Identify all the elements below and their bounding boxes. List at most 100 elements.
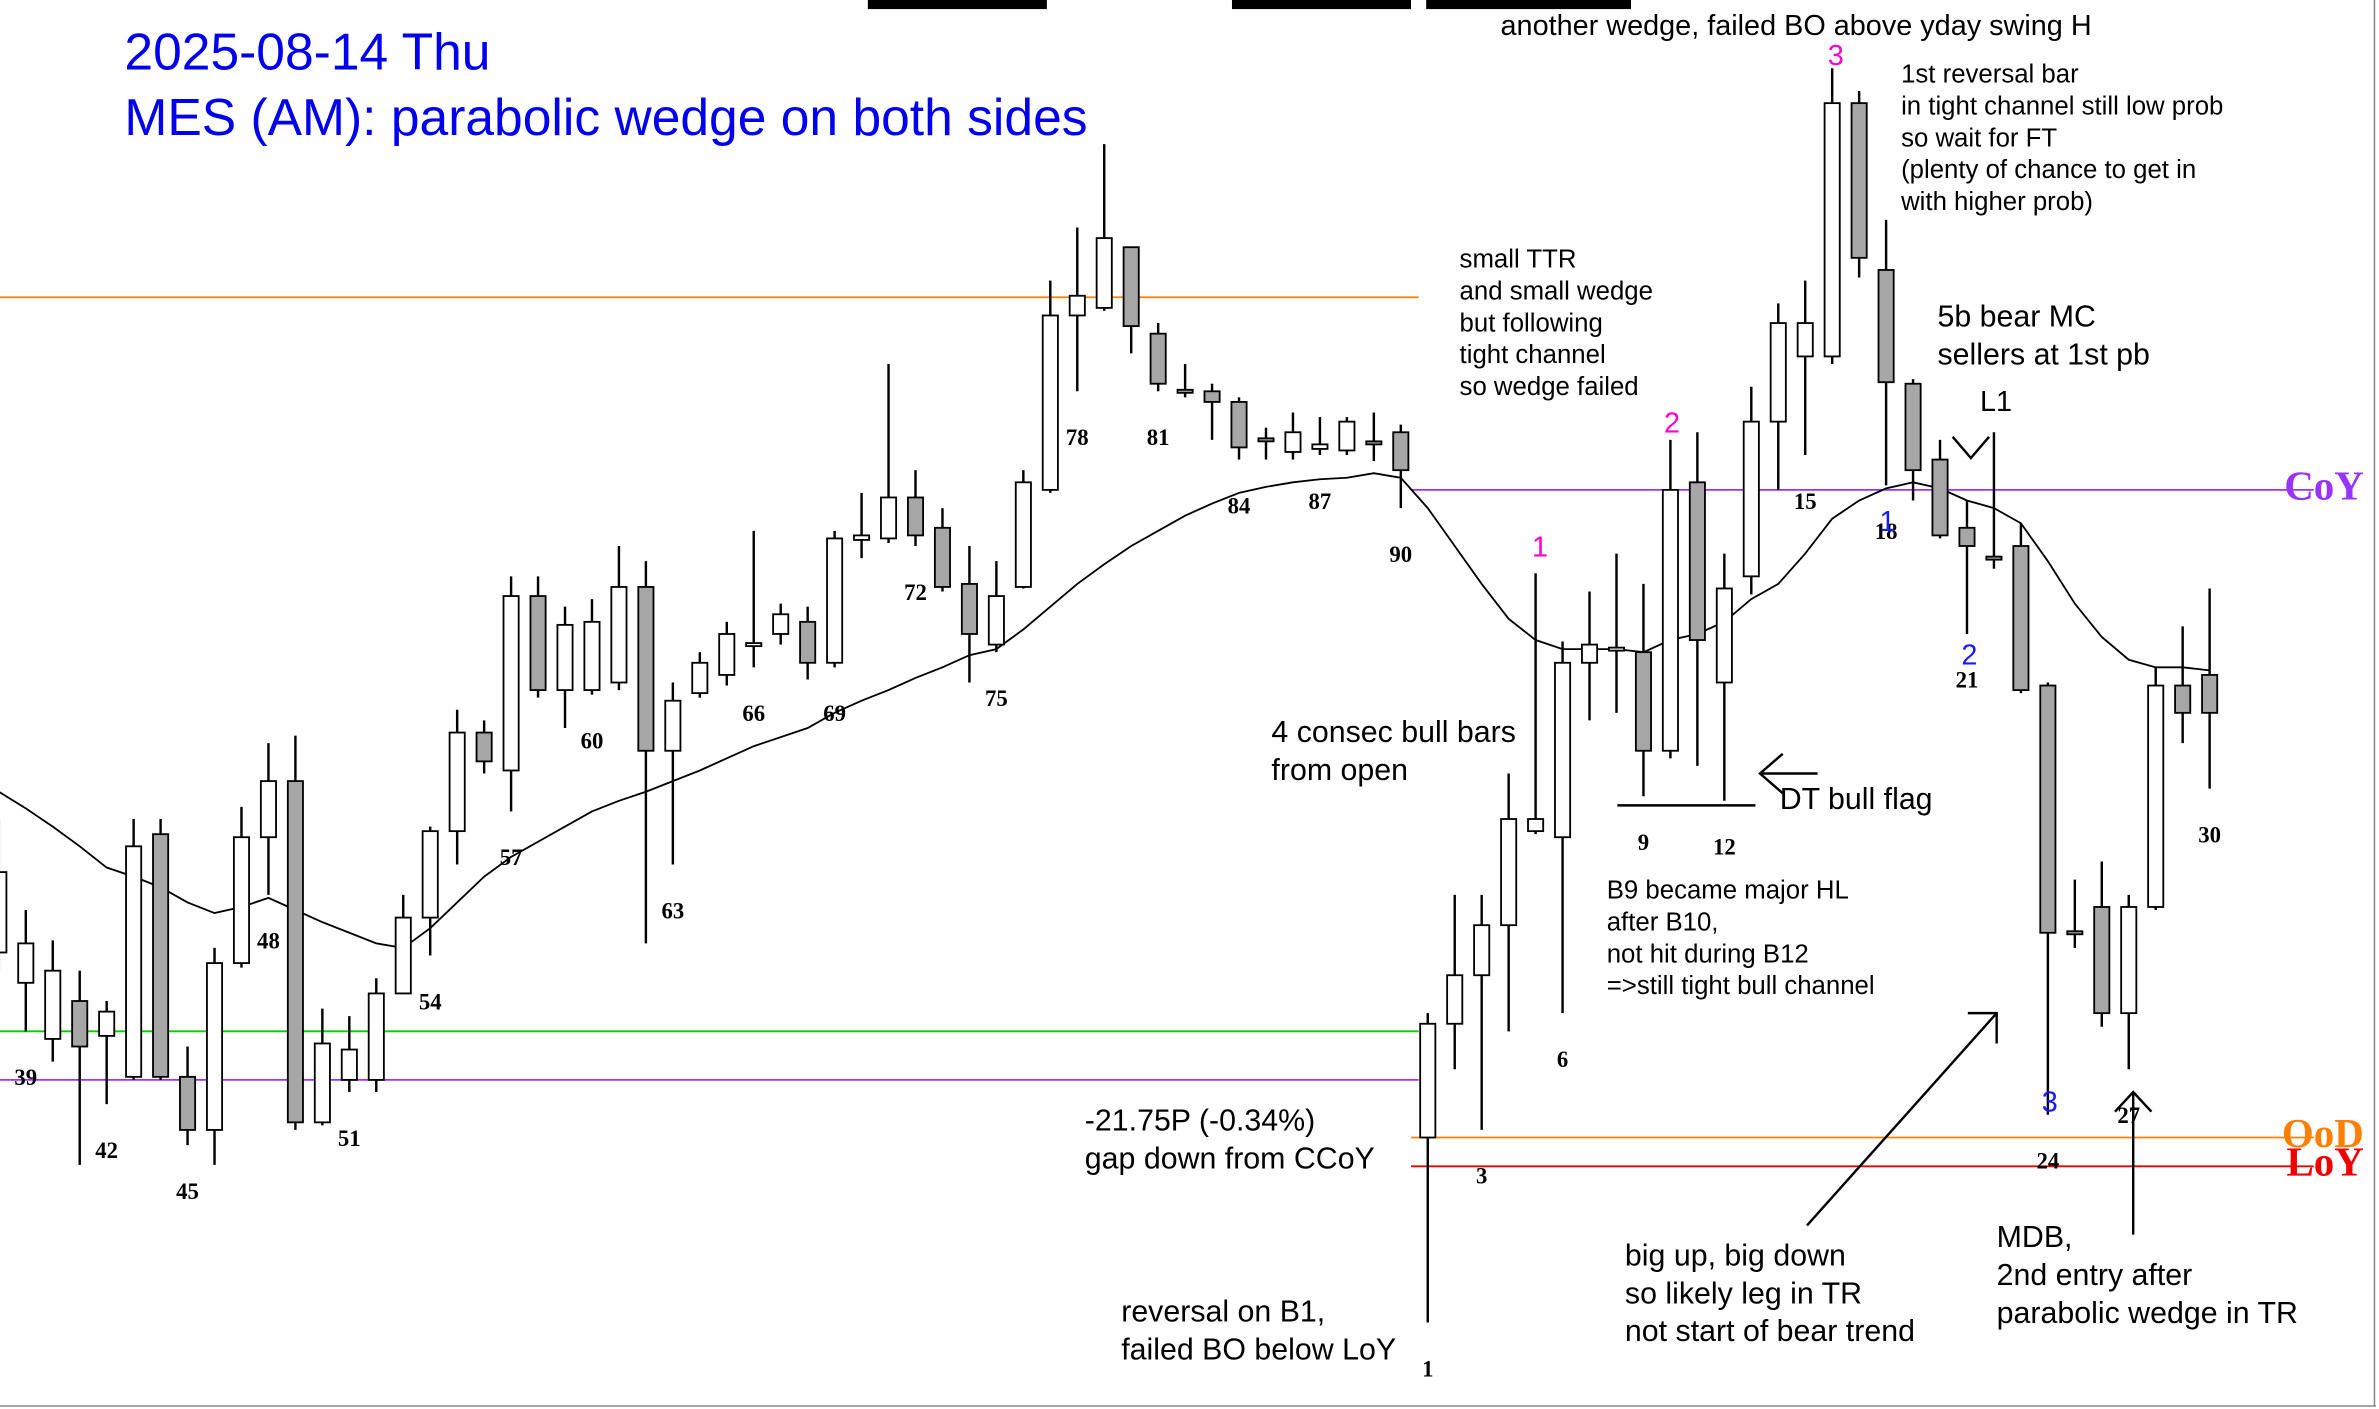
candle-body: [1904, 382, 1922, 472]
bar-number: 30: [2198, 822, 2221, 847]
candle-body: [1473, 924, 1491, 977]
candle-body: [1446, 974, 1464, 1025]
annotation: gap down from CCoY: [1085, 1142, 1375, 1175]
l1-arrow: [1951, 436, 1990, 460]
bar-number: 48: [257, 929, 280, 954]
candle-body: [2012, 545, 2030, 692]
annotation: 1st reversal bar: [1901, 61, 2079, 89]
candle-body: [1958, 526, 1976, 547]
candle-body: [1338, 420, 1356, 452]
candle-body: [1985, 555, 2003, 561]
candle-body: [1796, 322, 1814, 358]
annotation: sellers at 1st pb: [1937, 338, 2149, 371]
candle-body: [232, 836, 250, 965]
candle-body: [1068, 294, 1086, 317]
bar-number: 81: [1147, 425, 1170, 450]
candle-body: [1607, 646, 1625, 652]
annotation: not hit during B12: [1607, 940, 1809, 968]
bar-number: 60: [581, 728, 604, 753]
candle-body: [17, 942, 35, 984]
candle-body: [1122, 246, 1140, 327]
candle-body: [71, 1000, 89, 1048]
candle-body: [1850, 102, 1868, 259]
bar-number: 90: [1389, 542, 1412, 567]
annotation: L1: [1980, 386, 2012, 418]
candle-body: [745, 642, 763, 648]
header-box: [1231, 0, 1412, 10]
candle-body: [1688, 481, 1706, 641]
annotation: 2nd entry after: [1997, 1259, 2193, 1292]
candle-body: [718, 633, 736, 676]
candle-body: [1257, 437, 1275, 443]
annotation: big up, big down: [1625, 1239, 1846, 1272]
candle-body: [2093, 906, 2111, 1015]
candle-body: [529, 595, 547, 692]
candle-body: [367, 992, 385, 1081]
candle-body: [1554, 661, 1572, 839]
candle-body: [1284, 431, 1302, 453]
candle-body: [1661, 488, 1679, 752]
candle-body: [1581, 643, 1599, 664]
chart-subtitle: MES (AM): parabolic wedge on both sides: [124, 88, 1087, 146]
candle-body: [206, 962, 224, 1131]
bar-number: 1: [1422, 1356, 1433, 1381]
candle-body: [340, 1048, 358, 1081]
candle-body: [826, 537, 844, 664]
annotation: reversal on B1,: [1121, 1295, 1325, 1328]
chart-title: 2025-08-14 Thu: [124, 23, 490, 81]
bar-number: 21: [1956, 668, 1979, 693]
candle-body: [933, 526, 951, 588]
candle-body: [1823, 102, 1841, 358]
count-label: 3: [1828, 40, 1844, 72]
header-box: [867, 0, 1047, 10]
count-label: 1: [1879, 506, 1895, 538]
bar-number: 69: [823, 701, 846, 726]
candle-body: [960, 583, 978, 635]
annotation: another wedge, failed BO above yday swin…: [1501, 10, 2092, 42]
bar-number: 54: [419, 989, 442, 1014]
candle-body: [179, 1075, 197, 1131]
candle-body: [583, 620, 601, 692]
candle-body: [637, 586, 655, 752]
candle-body: [1931, 458, 1949, 537]
annotation: so likely leg in TR: [1625, 1277, 1862, 1310]
annotation: after B10,: [1607, 908, 1719, 936]
candle-body: [880, 496, 898, 540]
annotation: 4 consec bull bars: [1271, 716, 1515, 749]
level-label: CoY: [2284, 463, 2364, 508]
annotation: tight channel: [1460, 341, 1606, 369]
bar-number: 15: [1794, 489, 1817, 514]
candle-body: [2201, 674, 2219, 714]
annotation: (plenty of chance to get in: [1901, 156, 2196, 184]
candle-body: [448, 731, 466, 833]
candle-body: [2120, 906, 2138, 1015]
candle-body: [1149, 332, 1167, 385]
annotation: in tight channel still low prob: [1901, 92, 2223, 120]
annotation: but following: [1460, 309, 1603, 337]
candle-body: [2066, 930, 2084, 936]
candle-body: [907, 496, 925, 537]
bar-number: 3: [1476, 1164, 1487, 1189]
candle-body: [1311, 443, 1329, 450]
bar-number: 51: [338, 1126, 361, 1151]
bar-number: 39: [14, 1065, 37, 1090]
candle-body: [0, 871, 8, 954]
count-label: 3: [2042, 1087, 2058, 1119]
count-label: 1: [1532, 532, 1548, 564]
candle-body: [1095, 237, 1113, 309]
candle-body: [799, 620, 817, 664]
candle-body: [1041, 314, 1059, 491]
candle-body: [2147, 684, 2165, 908]
bar-number: 45: [176, 1179, 199, 1204]
annotation: failed BO below LoY: [1121, 1333, 1396, 1366]
annotation: and small wedge: [1460, 278, 1653, 306]
count-label: 2: [1664, 407, 1680, 439]
mdb-arrow-head: [2114, 1090, 2153, 1113]
bar-number: 63: [661, 898, 684, 923]
candle-body: [556, 623, 574, 692]
count-label: 2: [1961, 639, 1977, 671]
diag-arrow: [1806, 1012, 1998, 1227]
